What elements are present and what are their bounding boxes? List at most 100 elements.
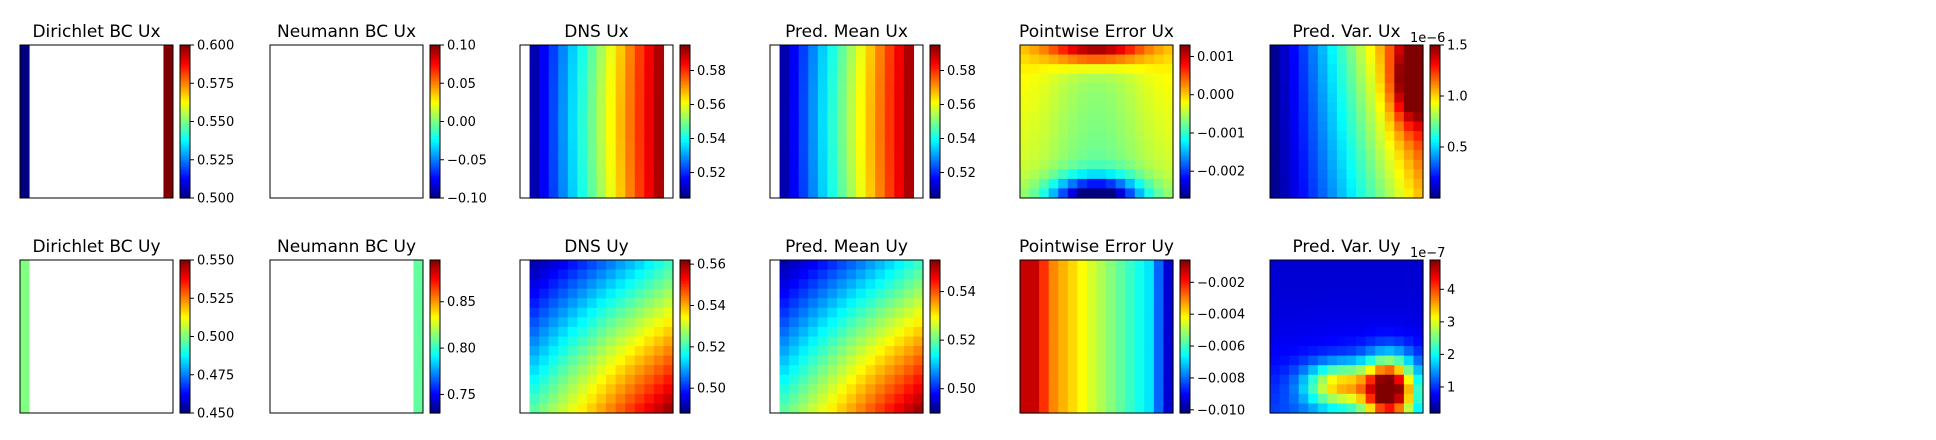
heatmap-cell [625,54,636,65]
heatmap-cell [779,83,790,94]
heatmap-cell [539,188,550,199]
heatmap-cell [789,317,800,328]
heatmap-cell [789,279,800,290]
heatmap-cell [836,140,848,151]
heatmap-cell [529,83,540,94]
heatmap-cell [1153,260,1165,271]
heatmap-cell [1029,365,1040,376]
colorbar-segment [680,99,690,103]
heatmap-cell [548,355,559,366]
colorbar-segment [1180,90,1190,94]
heatmap-cell [865,279,876,290]
heatmap-cell [1077,102,1088,113]
heatmap-cell [789,403,800,414]
colorbar-segment [930,343,940,347]
heatmap-cell [1153,269,1165,280]
heatmap-cell [567,140,578,151]
colorbar-segment [1430,386,1440,390]
heatmap-cell [606,346,617,357]
heatmap-cell [808,102,819,113]
heatmap-cell [653,326,665,338]
heatmap-cell [779,121,790,132]
heatmap-cell [1134,45,1145,56]
heatmap-cell [1144,83,1155,94]
heatmap-cell [846,178,857,190]
heatmap-cell [606,336,617,347]
heatmap-cell [1375,365,1386,376]
heatmap-cell [1336,374,1348,385]
heatmap-cell [1048,102,1059,113]
heatmap-cell [653,317,665,328]
heatmap-cell [1270,317,1281,328]
heatmap-cell [1144,178,1155,190]
heatmap-cell [644,355,655,366]
colorbar-segment [1180,355,1190,359]
heatmap-cell [615,83,626,94]
colorbar-segment [1180,92,1190,96]
heatmap-cell [1289,298,1300,309]
heatmap-cell [1096,374,1107,385]
colorbar-segment [1180,322,1190,326]
colorbar-segment [430,384,440,388]
heatmap-cell [1039,384,1050,395]
heatmap-cell [808,365,819,376]
heatmap-cell [1403,384,1415,395]
colorbar-segment [1180,274,1190,278]
heatmap-cell [1058,279,1069,290]
colorbar-segment [180,338,190,342]
colorbar-segment [1430,274,1440,278]
colorbar-segment [1430,95,1440,99]
panel-pred-mean-uy: Pred. Mean Uy0.500.520.54 [769,237,976,414]
heatmap-cell [856,336,867,347]
heatmap-cell [884,269,895,280]
heatmap-cell [1279,102,1290,113]
heatmap-cell [827,336,838,347]
colorbar-segment [930,171,940,175]
heatmap-cell [1365,102,1376,113]
heatmap-cell [529,326,540,338]
heatmap-cell [884,111,895,123]
heatmap-cell [846,403,857,414]
heatmap-cell [1029,260,1040,271]
heatmap-cell [846,307,857,318]
heatmap-cell [1134,54,1145,65]
heatmap-cell [567,384,578,395]
heatmap-cell [1336,393,1348,405]
colorbar-segment [180,195,190,199]
colorbar-segment [1180,391,1190,395]
heatmap-cell [1394,346,1405,357]
colorbar-segment [930,291,940,295]
heatmap-cell [1365,111,1376,123]
colorbar-segment [1430,147,1440,151]
heatmap-cell [1086,393,1098,405]
heatmap-cell [1394,92,1405,103]
colorbar-segment [1430,56,1440,60]
heatmap-cell [567,102,578,113]
heatmap-cell [1279,288,1290,299]
colorbar-segment [1430,88,1440,92]
heatmap-cell [1144,73,1155,84]
heatmap-cell [548,346,559,357]
heatmap-cell [1058,288,1069,299]
colorbar-segment [680,384,690,388]
heatmap-cell [1298,121,1309,132]
colorbar-segment [930,358,940,362]
colorbar-segment [680,121,690,125]
heatmap-cell [1403,83,1415,94]
heatmap-cell [1298,403,1309,414]
colorbar-segment [430,188,440,192]
heatmap-cell [1067,73,1078,84]
heatmap-cell [1365,169,1376,180]
colorbar-segment [930,121,940,125]
heatmap-cell [1115,150,1126,161]
colorbar-tick-label: 0.500 [197,192,234,207]
heatmap-cell [1365,269,1376,280]
heatmap-cell [539,307,550,318]
colorbar-segment [1430,68,1440,72]
colorbar-segment [680,193,690,197]
heatmap-cell [827,169,838,180]
colorbar-segment [1430,138,1440,142]
heatmap-cell [808,150,819,161]
colorbar-segment [1180,102,1190,106]
heatmap-cell [1413,374,1424,385]
